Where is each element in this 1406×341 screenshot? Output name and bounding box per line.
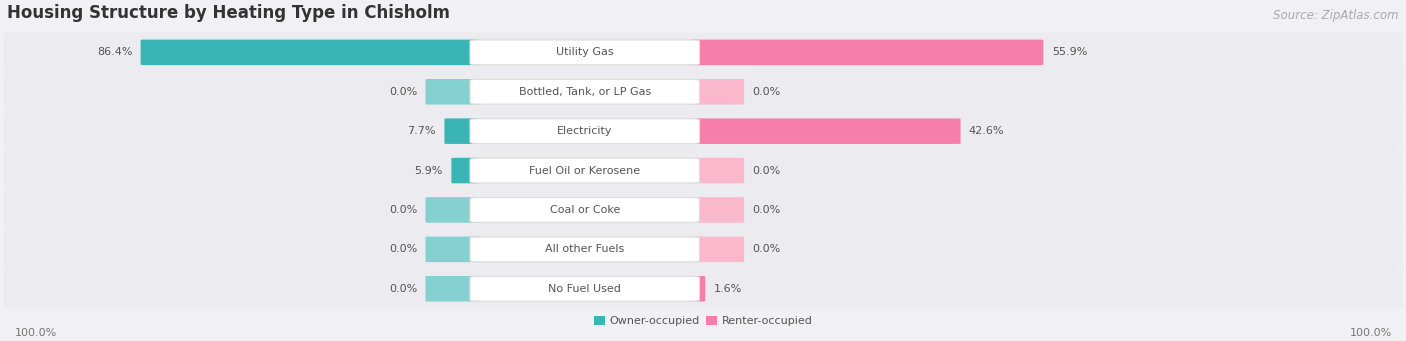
FancyBboxPatch shape	[470, 40, 700, 65]
FancyBboxPatch shape	[3, 151, 1403, 190]
FancyBboxPatch shape	[690, 276, 706, 301]
FancyBboxPatch shape	[444, 118, 479, 144]
Text: 7.7%: 7.7%	[408, 126, 436, 136]
Text: 1.6%: 1.6%	[714, 284, 742, 294]
Text: Fuel Oil or Kerosene: Fuel Oil or Kerosene	[529, 166, 640, 176]
FancyBboxPatch shape	[426, 237, 479, 262]
Text: Electricity: Electricity	[557, 126, 613, 136]
FancyBboxPatch shape	[470, 119, 700, 144]
Text: 0.0%: 0.0%	[752, 205, 780, 215]
FancyBboxPatch shape	[690, 158, 744, 183]
Text: 0.0%: 0.0%	[389, 284, 418, 294]
FancyBboxPatch shape	[470, 197, 700, 222]
FancyBboxPatch shape	[451, 158, 479, 183]
Legend: Owner-occupied, Renter-occupied: Owner-occupied, Renter-occupied	[589, 311, 817, 330]
FancyBboxPatch shape	[3, 33, 1403, 72]
FancyBboxPatch shape	[690, 118, 960, 144]
Text: 0.0%: 0.0%	[389, 205, 418, 215]
FancyBboxPatch shape	[141, 40, 479, 65]
Text: 42.6%: 42.6%	[969, 126, 1004, 136]
FancyBboxPatch shape	[3, 72, 1403, 112]
Text: Housing Structure by Heating Type in Chisholm: Housing Structure by Heating Type in Chi…	[7, 4, 450, 21]
Text: No Fuel Used: No Fuel Used	[548, 284, 621, 294]
Text: Bottled, Tank, or LP Gas: Bottled, Tank, or LP Gas	[519, 87, 651, 97]
FancyBboxPatch shape	[426, 197, 479, 223]
FancyBboxPatch shape	[426, 276, 479, 301]
FancyBboxPatch shape	[470, 79, 700, 104]
Text: 100.0%: 100.0%	[14, 328, 56, 338]
FancyBboxPatch shape	[3, 190, 1403, 229]
Text: 0.0%: 0.0%	[389, 244, 418, 254]
FancyBboxPatch shape	[470, 158, 700, 183]
Text: 0.0%: 0.0%	[389, 87, 418, 97]
FancyBboxPatch shape	[3, 229, 1403, 269]
FancyBboxPatch shape	[690, 197, 744, 223]
FancyBboxPatch shape	[470, 237, 700, 262]
FancyBboxPatch shape	[426, 79, 479, 105]
Text: 0.0%: 0.0%	[752, 166, 780, 176]
FancyBboxPatch shape	[690, 237, 744, 262]
Text: 5.9%: 5.9%	[415, 166, 443, 176]
Text: Coal or Coke: Coal or Coke	[550, 205, 620, 215]
Text: Utility Gas: Utility Gas	[555, 47, 613, 57]
Text: 100.0%: 100.0%	[1350, 328, 1392, 338]
FancyBboxPatch shape	[3, 112, 1403, 151]
Text: 55.9%: 55.9%	[1052, 47, 1087, 57]
FancyBboxPatch shape	[470, 277, 700, 301]
Text: Source: ZipAtlas.com: Source: ZipAtlas.com	[1272, 9, 1399, 21]
Text: 0.0%: 0.0%	[752, 87, 780, 97]
FancyBboxPatch shape	[690, 79, 744, 105]
FancyBboxPatch shape	[3, 269, 1403, 309]
Text: All other Fuels: All other Fuels	[546, 244, 624, 254]
Text: 0.0%: 0.0%	[752, 244, 780, 254]
Text: 86.4%: 86.4%	[97, 47, 132, 57]
FancyBboxPatch shape	[690, 40, 1043, 65]
